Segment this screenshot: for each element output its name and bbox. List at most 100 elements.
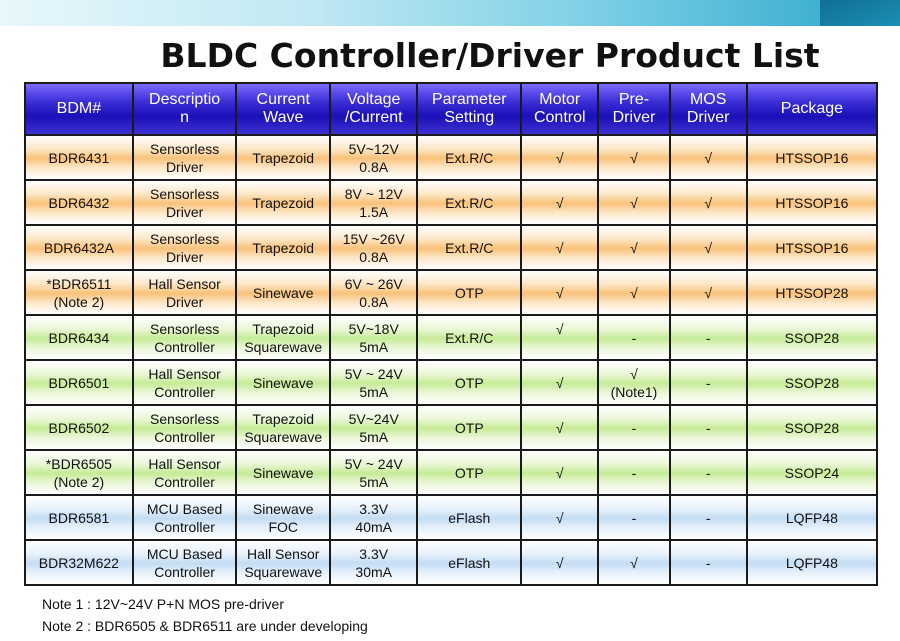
cell-text: SSOP28 bbox=[784, 419, 840, 436]
cell-text: *BDR6511 bbox=[46, 275, 112, 292]
header-label: Wave bbox=[263, 109, 304, 126]
cell-motor-control: √ bbox=[520, 134, 600, 181]
header-label: Control bbox=[533, 109, 586, 126]
cell-text: Driver bbox=[165, 248, 204, 265]
cell-text: eFlash bbox=[448, 509, 491, 526]
cell-pre-driver: - bbox=[597, 494, 671, 541]
cell-current-wave: Hall Sensor Squarewave bbox=[235, 539, 331, 586]
cell-parameter-setting: Ext.R/C bbox=[416, 314, 523, 361]
cell-text: 5mA bbox=[359, 428, 389, 445]
cell-mos-driver: √ bbox=[668, 269, 748, 316]
cell-text: 6V ~ 26V bbox=[344, 275, 403, 292]
header-col-voltage-current: Voltage/Current bbox=[328, 82, 419, 136]
cell-text: Sensorless bbox=[149, 140, 220, 157]
cell-parameter-setting: Ext.R/C bbox=[416, 179, 523, 226]
cell-voltage-current: 6V ~ 26V 0.8A bbox=[328, 269, 419, 316]
cell-parameter-setting: OTP bbox=[416, 269, 523, 316]
cell-text: Hall Sensor bbox=[148, 275, 221, 292]
cell-text: Squarewave bbox=[244, 563, 323, 580]
cell-text: Trapezoid bbox=[252, 410, 315, 427]
cell-text bbox=[524, 338, 595, 356]
cell-description: Sensorless Driver bbox=[131, 224, 238, 271]
cell-bdm: BDR6432A bbox=[24, 224, 134, 271]
header-col-bdm: BDM# bbox=[24, 82, 134, 136]
cell-parameter-setting: Ext.R/C bbox=[416, 134, 523, 181]
cell-current-wave: Sinewave FOC bbox=[235, 494, 331, 541]
header-col-mos-driver: MOS Driver bbox=[668, 82, 748, 136]
cell-motor-control: √ bbox=[520, 404, 600, 451]
cell-current-wave: Sinewave bbox=[235, 359, 331, 406]
table-row: BDR6432 Sensorless Driver Trapezoid 8V ~ 12V… bbox=[24, 179, 879, 226]
cell-bdm: *BDR6505 (Note 2) bbox=[24, 449, 134, 496]
header-col-description: Descriptio n bbox=[131, 82, 238, 136]
cell-text: HTSSOP28 bbox=[775, 284, 849, 301]
cell-text: Ext.R/C bbox=[445, 329, 494, 346]
cell-description: Hall Sensor Controller bbox=[131, 359, 238, 406]
cell-package: HTSSOP28 bbox=[745, 269, 879, 316]
cell-current-wave: Trapezoid bbox=[235, 224, 331, 271]
cell-text: *BDR6505 bbox=[45, 455, 112, 472]
cell-parameter-setting: eFlash bbox=[416, 539, 523, 586]
cell-text: - bbox=[631, 509, 637, 526]
cell-text: OTP bbox=[454, 374, 484, 391]
cell-text: √ bbox=[555, 239, 564, 256]
cell-bdm: BDR6431 bbox=[24, 134, 134, 181]
cell-bdm: *BDR6511 (Note 2) bbox=[24, 269, 134, 316]
cell-mos-driver: √ bbox=[668, 134, 748, 181]
cell-mos-driver: - bbox=[668, 494, 748, 541]
top-decorative-band bbox=[0, 0, 900, 26]
cell-text: 5mA bbox=[359, 383, 389, 400]
cell-text: BDR6434 bbox=[48, 329, 110, 346]
cell-text: (Note1) bbox=[610, 383, 658, 400]
cell-text: Trapezoid bbox=[252, 320, 315, 337]
cell-current-wave: Trapezoid Squarewave bbox=[235, 314, 331, 361]
cell-description: Sensorless Controller bbox=[131, 404, 238, 451]
cell-text: Hall Sensor bbox=[148, 365, 221, 382]
cell-text: Controller bbox=[154, 428, 215, 445]
header-label: Package bbox=[780, 100, 844, 117]
cell-pre-driver: √ bbox=[597, 134, 671, 181]
cell-text: Ext.R/C bbox=[445, 149, 494, 166]
cell-package: SSOP28 bbox=[745, 404, 879, 451]
cell-text: √ bbox=[704, 149, 713, 166]
header-label: n bbox=[180, 109, 190, 126]
cell-description: MCU Based Controller bbox=[131, 539, 238, 586]
product-table: BDM# Descriptio n Current Wave Voltage/Curren… bbox=[24, 82, 879, 586]
cell-text: BDR6432 bbox=[48, 194, 110, 211]
table-header-row: BDM# Descriptio n Current Wave Voltage/Curren… bbox=[24, 82, 879, 136]
cell-mos-driver: - bbox=[668, 359, 748, 406]
cell-current-wave: Trapezoid bbox=[235, 134, 331, 181]
cell-text: Driver bbox=[165, 293, 204, 310]
cell-current-wave: Sinewave bbox=[235, 269, 331, 316]
cell-text: 8V ~ 12V bbox=[344, 185, 403, 202]
cell-text: SSOP24 bbox=[784, 464, 840, 481]
cell-text: Controller bbox=[154, 563, 215, 580]
cell-text: MCU Based bbox=[146, 500, 223, 517]
cell-pre-driver: √ bbox=[597, 224, 671, 271]
cell-text: BDR6502 bbox=[48, 419, 110, 436]
cell-voltage-current: 8V ~ 12V 1.5A bbox=[328, 179, 419, 226]
cell-text: Controller bbox=[154, 383, 215, 400]
cell-text: - bbox=[705, 329, 711, 346]
header-label: Voltage bbox=[347, 91, 401, 108]
cell-text: Squarewave bbox=[244, 428, 323, 445]
cell-text: 3.3V bbox=[359, 545, 389, 562]
cell-text: Sensorless bbox=[149, 185, 220, 202]
cell-mos-driver: - bbox=[668, 314, 748, 361]
cell-text: √ bbox=[555, 464, 564, 481]
cell-text: √ bbox=[555, 509, 564, 526]
cell-text: 0.8A bbox=[359, 248, 389, 265]
cell-text: √ bbox=[555, 320, 564, 337]
table-body: BDR6431 Sensorless Driver Trapezoid 5V~12V 0.… bbox=[24, 134, 879, 586]
cell-text: 30mA bbox=[355, 563, 392, 580]
cell-text: HTSSOP16 bbox=[775, 239, 849, 256]
cell-text: (Note 2) bbox=[53, 473, 105, 490]
header-label: Setting bbox=[444, 109, 495, 126]
cell-text: √ bbox=[555, 284, 564, 301]
cell-text: OTP bbox=[454, 464, 484, 481]
header-label: Driver bbox=[686, 109, 730, 126]
cell-text: 0.8A bbox=[359, 158, 389, 175]
cell-text: √ bbox=[630, 554, 638, 571]
table-row: BDR6581 MCU Based Controller Sinewave FOC 3.3… bbox=[24, 494, 879, 541]
cell-text: Trapezoid bbox=[252, 239, 315, 256]
